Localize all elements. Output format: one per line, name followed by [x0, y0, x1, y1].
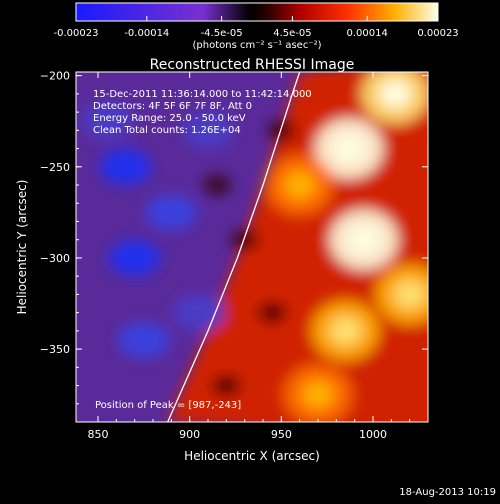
heatmap-dark-blob: [81, 103, 134, 140]
annotation-energy: Energy Range: 25.0 - 50.0 keV: [93, 113, 246, 124]
colorbar: -0.00023 -0.00014 -4.5e-05 4.5e-05 0.00014 0.…: [54, 2, 459, 51]
y-tick-label: −200: [40, 70, 70, 83]
solar-limb-curve: [167, 72, 301, 422]
colorbar-tick-label: -0.00014: [124, 28, 169, 39]
heatmap-dark-blob: [145, 194, 198, 231]
x-axis-label: Heliocentric X (arcsec): [184, 449, 320, 463]
heatmap-bright-core: [379, 79, 411, 108]
heatmap-dark-patch: [258, 302, 287, 323]
heatmap-dark-patch: [267, 120, 296, 141]
heatmap-bright-core: [333, 134, 366, 163]
annotation-peak-position: Position of Peak = [987,-243]: [95, 400, 241, 411]
colorbar-unit-label: (photons cm⁻² s⁻¹ asec⁻²): [192, 40, 321, 51]
heatmap-dark-blob: [117, 321, 170, 358]
heatmap-dark-blob: [182, 112, 234, 149]
annotation-detectors: Detectors: 4F 5F 6F 7F 8F, Att 0: [93, 101, 252, 112]
annotation-clean-counts: Clean Total counts: 1.26E+04: [93, 125, 241, 136]
heatmap-dark-patch: [212, 375, 241, 396]
heatmap-bright-core: [347, 225, 380, 254]
heatmap-dark-patch: [230, 229, 259, 250]
heatmap-bright-core: [329, 316, 362, 345]
plot-frame: [75, 71, 429, 423]
plot-area: [76, 72, 428, 422]
colorbar-tick-label: -0.00023: [54, 28, 99, 39]
y-axis-label: Heliocentric Y (arcsec): [15, 180, 29, 315]
y-tick-label: −250: [40, 161, 70, 174]
x-tick-label: 1000: [359, 428, 387, 441]
x-tick-label: 850: [88, 428, 109, 441]
x-tick-label: 950: [271, 428, 292, 441]
colorbar-tick-label: 0.00014: [346, 28, 387, 39]
heatmap-bright-core: [302, 380, 334, 409]
y-tick-label: −350: [40, 343, 70, 356]
chart-title: Reconstructed RHESSI Image: [150, 57, 355, 73]
heatmap-dark-blob: [108, 239, 161, 276]
heatmap-bright-core: [393, 280, 426, 309]
y-tick-label: −300: [40, 252, 70, 265]
footer-date: 18-Aug-2013 10:19: [399, 487, 496, 498]
colorbar-tick-label: -4.5e-05: [201, 28, 243, 39]
heatmap-dark-patch: [203, 175, 232, 196]
heatmap-bright-core: [283, 171, 316, 200]
x-tick-label: 900: [179, 428, 200, 441]
annotation-time-range: 15-Dec-2011 11:36:14.000 to 11:42:14.000: [93, 89, 312, 100]
colorbar-tick-label: 0.00023: [417, 28, 458, 39]
heatmap-dark-blob: [99, 148, 152, 185]
colorbar-tick-label: 4.5e-05: [273, 28, 311, 39]
colorbar-scale: [75, 2, 439, 22]
heatmap-dark-blob: [172, 294, 225, 331]
